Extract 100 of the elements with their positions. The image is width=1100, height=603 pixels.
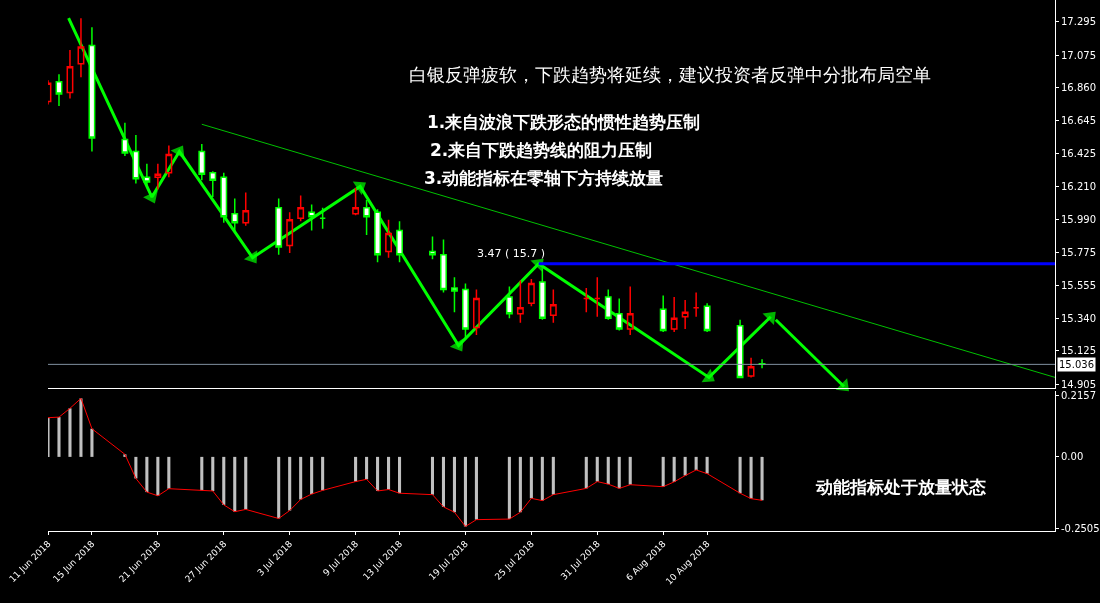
- point: [243, 250, 258, 264]
- line-series: [48, 397, 763, 527]
- candlestick: [747, 356, 755, 379]
- y-tick-label: 16.210: [1061, 180, 1096, 192]
- bar: [661, 456, 665, 487]
- candlestick: [396, 220, 403, 263]
- annotation: 动能指标处于放量状态: [815, 477, 986, 497]
- candlestick: [319, 206, 327, 230]
- candlestick: [440, 238, 447, 294]
- candlestick: [363, 199, 371, 236]
- bar: [310, 456, 314, 495]
- bar: [595, 456, 599, 482]
- bar: [200, 456, 204, 491]
- candlestick: [582, 287, 590, 313]
- candlestick: [615, 297, 623, 332]
- point: [701, 368, 715, 383]
- annotation: 2.来自下跌趋势线的阻力压制: [430, 140, 653, 160]
- candlestick: [703, 302, 711, 333]
- bar: [57, 417, 61, 457]
- point: [449, 338, 464, 352]
- y-tick-label: 16.425: [1061, 148, 1096, 160]
- bar: [694, 456, 698, 470]
- bar: [79, 398, 83, 457]
- bar: [683, 456, 687, 476]
- candlestick: [527, 278, 535, 307]
- bar: [288, 456, 292, 511]
- candlestick: [297, 194, 305, 223]
- bar: [584, 456, 588, 489]
- candlestick: [451, 276, 458, 313]
- bar: [90, 428, 94, 457]
- candlestick: [681, 299, 689, 330]
- candlestick: [308, 203, 316, 232]
- candlestick: [77, 17, 85, 79]
- y-tick-label: 16.645: [1061, 114, 1096, 126]
- candlestick: [385, 219, 392, 259]
- bar: [376, 456, 380, 491]
- y-tick-label: 15.125: [1061, 345, 1096, 357]
- y-tick-label: -0.2505: [1061, 522, 1100, 534]
- candlestick: [516, 279, 524, 324]
- y-tick-label: 16.860: [1061, 82, 1096, 94]
- bar: [365, 456, 369, 480]
- candlestick: [604, 288, 612, 321]
- y-tick-label: 15.340: [1061, 312, 1096, 324]
- candlestick: [132, 134, 140, 185]
- bar: [167, 456, 171, 489]
- bar: [540, 456, 544, 501]
- candlestick: [692, 291, 700, 318]
- candlestick: [505, 285, 513, 320]
- text: 白银反弹疲软，下跌趋势将延续，建议投资者反弹中分批布局空单: [409, 64, 931, 85]
- bar: [156, 456, 160, 496]
- candlestick: [286, 211, 294, 254]
- candlestick: [626, 285, 634, 336]
- ref-line-label: 15.036: [1059, 359, 1094, 370]
- bar: [738, 456, 742, 494]
- candlestick: [66, 49, 74, 100]
- candlestick: [165, 144, 173, 179]
- candlestick: [275, 197, 283, 256]
- candlestick: [88, 26, 96, 153]
- annotation: 3.动能指标在零轴下方持续放量: [424, 168, 664, 188]
- bar: [48, 417, 50, 457]
- bar: [672, 456, 676, 482]
- bar: [705, 456, 709, 474]
- y-tick-label: 17.295: [1061, 16, 1096, 28]
- bar: [474, 456, 478, 520]
- bar: [606, 456, 610, 485]
- candlestick: [472, 288, 480, 336]
- bar: [507, 456, 511, 520]
- y-tick-label: 15.990: [1061, 214, 1096, 226]
- candlestick: [220, 172, 228, 224]
- y-tick-label: 17.075: [1061, 49, 1096, 61]
- point: [143, 190, 158, 204]
- y-tick-label: 15.775: [1061, 246, 1096, 258]
- candlestick: [121, 122, 129, 157]
- candlestick: [593, 276, 601, 318]
- bar: [354, 456, 358, 482]
- candlestick: [231, 197, 239, 233]
- candlestick: [374, 208, 382, 263]
- bar: [760, 456, 764, 501]
- candlestick: [154, 162, 162, 191]
- candlestick: [198, 143, 206, 182]
- y-tick-label: 14.905: [1061, 378, 1096, 390]
- y-tick-label: 0.2157: [1061, 390, 1096, 402]
- bar: [551, 456, 555, 495]
- candlestick: [352, 187, 360, 216]
- point: [170, 145, 185, 159]
- candlestick: [55, 73, 63, 107]
- bar: [211, 456, 215, 491]
- point: [762, 311, 776, 325]
- bar: [277, 456, 281, 519]
- y-tick-label: 15.555: [1061, 280, 1096, 292]
- candlestick: [143, 162, 151, 188]
- candlestick: [242, 191, 250, 227]
- bar: [233, 456, 237, 512]
- bar: [222, 456, 226, 505]
- bar: [398, 456, 402, 494]
- bar: [749, 456, 753, 499]
- bar: [452, 456, 456, 513]
- bar: [529, 456, 533, 499]
- candlestick: [549, 288, 557, 324]
- annotation: 1.来自波浪下跌形态的惯性趋势压制: [427, 112, 701, 132]
